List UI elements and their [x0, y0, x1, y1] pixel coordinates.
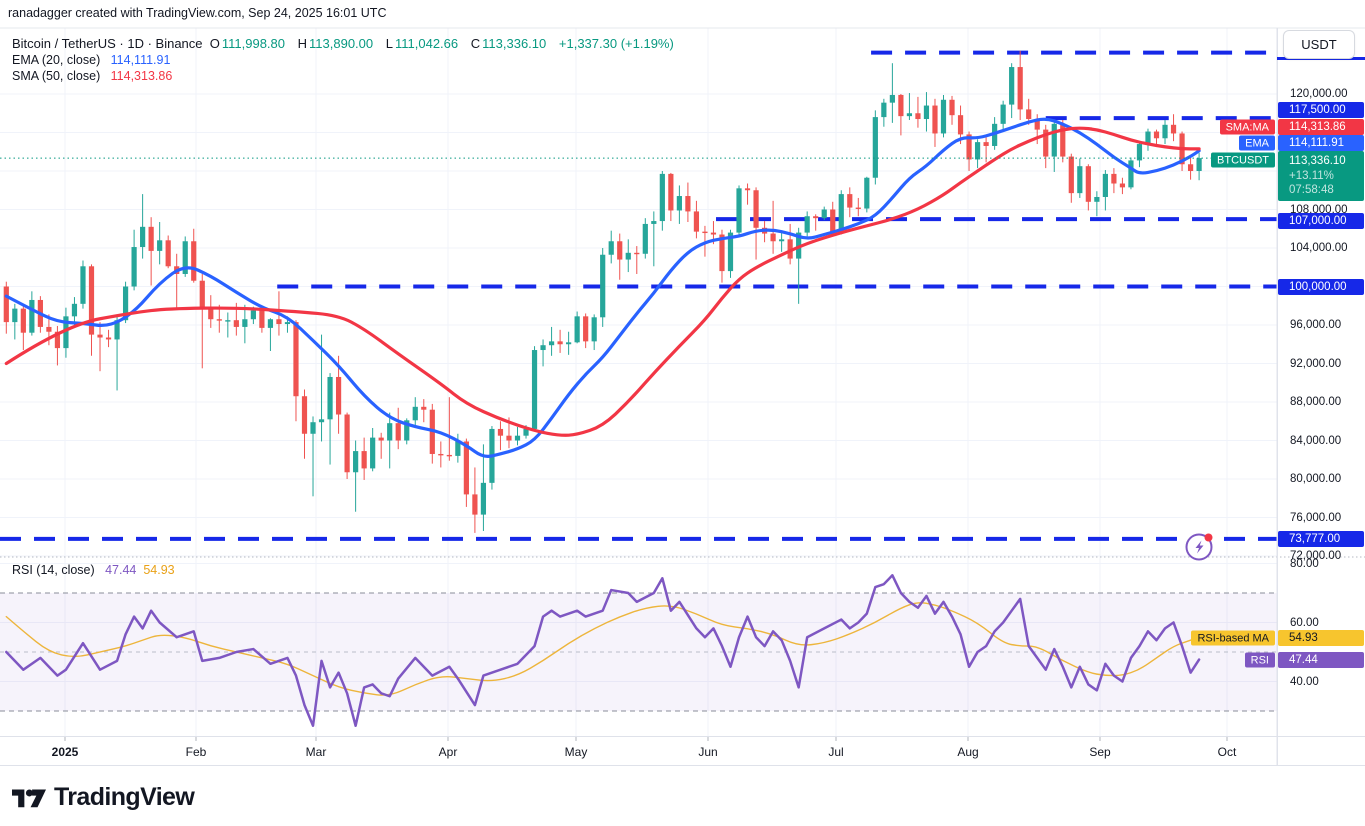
series-tag: EMA [1239, 135, 1275, 151]
chart-canvas[interactable] [0, 28, 1277, 736]
tradingview-logo-text: TradingView [54, 783, 195, 811]
ema-label: EMA (20, close) [12, 53, 101, 67]
price-axis-badge: 114,111.91 [1278, 135, 1364, 151]
last-price-change: +13.11% [1289, 169, 1334, 182]
rsi-ma-value: 54.93 [143, 563, 175, 577]
series-tag: RSI-based MA [1191, 630, 1275, 646]
last-price-badge: 113,336.10 +13.11% 07:58:48 [1278, 151, 1364, 201]
ohlc-values: O 111,998.80 H 113,890.00 L 111,042.66 C 113… [209, 36, 674, 51]
symbol-legend[interactable]: Bitcoin / TetherUS · 1D · Binance O 111,9… [12, 36, 676, 51]
price-axis-badge: 47.44 [1278, 652, 1364, 668]
price-axis-label: 80,000.00 [1290, 473, 1342, 485]
rsi-label: RSI (14, close) [12, 563, 95, 577]
time-axis-label: Jul [828, 745, 844, 759]
series-tag: RSI [1244, 652, 1275, 668]
time-axis-label: Aug [957, 745, 979, 759]
rsi-axis-label: 40.00 [1290, 675, 1319, 688]
time-axis-label: Mar [305, 745, 327, 759]
sma-value: 114,313.86 [110, 69, 173, 83]
ema-legend[interactable]: EMA (20, close) 114,111.91 [12, 53, 170, 67]
series-tag: SMA:MA [1219, 119, 1275, 135]
change-value: +1,337.30 (+1.19%) [558, 36, 674, 51]
price-axis-label: 72,000.00 [1290, 550, 1342, 562]
price-axis-badge: 107,000.00 [1278, 213, 1364, 229]
time-axis-label: Feb [185, 745, 207, 759]
rsi-legend[interactable]: RSI (14, close) 47.44 54.93 [12, 563, 175, 577]
symbol-tag: BTCUSDT [1211, 152, 1275, 168]
time-axis-label: Sep [1089, 745, 1111, 759]
price-axis-badge: 54.93 [1278, 630, 1364, 646]
price-axis-label: 104,000.00 [1290, 242, 1348, 254]
price-axis-label: 108,000.00 [1290, 203, 1348, 216]
watermark-attribution: ranadagger created with TradingView.com,… [8, 6, 387, 20]
rsi-axis-label: 80.00 [1290, 557, 1319, 570]
price-axis-label: 84,000.00 [1290, 434, 1342, 447]
tradingview-logo-icon [12, 789, 46, 807]
price-axis-badge: 117,500.00 [1278, 102, 1364, 118]
ema-value: 114,111.91 [110, 53, 171, 67]
time-axis-label: May [564, 745, 588, 759]
bar-countdown: 07:58:48 [1289, 184, 1334, 196]
price-axis-label: 88,000.00 [1290, 396, 1342, 408]
price-axis-label: 96,000.00 [1290, 319, 1342, 331]
flash-alert-icon[interactable] [1184, 531, 1218, 563]
price-axis-badge: 73,777.00 [1278, 531, 1364, 547]
sma-label: SMA (50, close) [12, 69, 101, 83]
price-axis-label: 120,000.00 [1290, 88, 1348, 100]
symbol-title: Bitcoin / TetherUS · 1D · Binance [12, 36, 203, 51]
price-axis[interactable] [1277, 28, 1365, 766]
tradingview-logo[interactable]: TradingView [12, 783, 195, 812]
last-price-value: 113,336.10 [1289, 155, 1346, 167]
time-axis-label: 2025 [51, 745, 79, 759]
time-axis[interactable] [0, 736, 1365, 766]
time-axis-label: Apr [438, 745, 458, 759]
currency-toggle-button[interactable]: USDT [1283, 30, 1355, 59]
rsi-value: 47.44 [105, 563, 137, 577]
rsi-axis-label: 60.00 [1290, 616, 1319, 629]
sma-legend[interactable]: SMA (50, close) 114,313.86 [12, 69, 172, 83]
price-axis-badge: 114,313.86 [1278, 119, 1364, 135]
currency-label: USDT [1301, 37, 1337, 52]
price-axis-badge: 100,000.00 [1278, 279, 1364, 295]
price-axis-label: 76,000.00 [1290, 511, 1342, 524]
price-axis-label: 92,000.00 [1290, 357, 1342, 370]
time-axis-label: Oct [1217, 745, 1237, 759]
time-axis-label: Jun [698, 745, 718, 759]
